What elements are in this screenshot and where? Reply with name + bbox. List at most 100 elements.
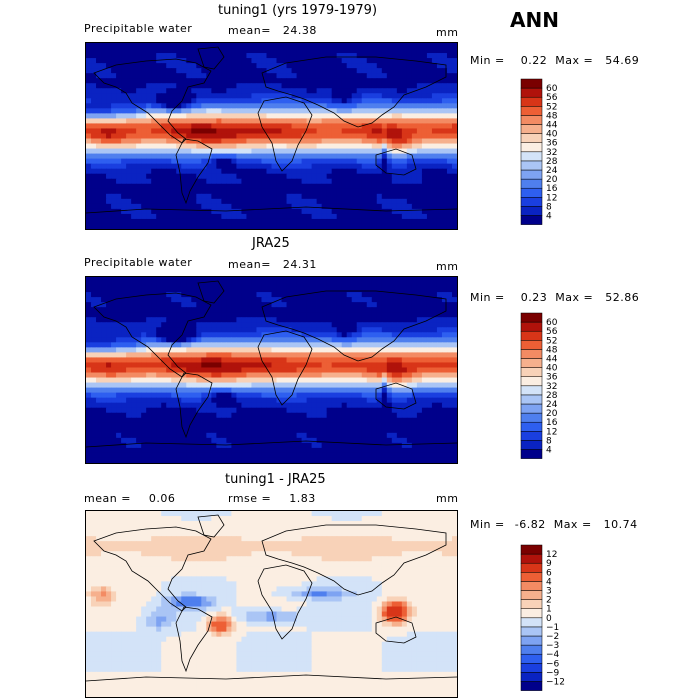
map-cell bbox=[166, 188, 172, 195]
map-cell bbox=[166, 337, 172, 343]
map-cell bbox=[141, 282, 147, 288]
map-cell bbox=[306, 188, 313, 195]
map-cell bbox=[431, 402, 438, 409]
map-cell bbox=[436, 208, 443, 215]
map-cell bbox=[136, 312, 142, 318]
colorbar-swatch bbox=[520, 87, 543, 98]
map-cell bbox=[436, 138, 443, 145]
map-cell bbox=[421, 188, 428, 195]
map-cell bbox=[396, 357, 403, 364]
map-cell bbox=[281, 382, 288, 389]
map-cell bbox=[201, 218, 207, 225]
map-cell bbox=[451, 292, 457, 298]
map-cell bbox=[426, 297, 433, 303]
map-cell bbox=[226, 297, 232, 303]
map-cell bbox=[266, 377, 273, 384]
map-cell bbox=[151, 322, 157, 328]
map-cell bbox=[211, 208, 217, 215]
map-cell bbox=[331, 93, 338, 99]
map-cell bbox=[211, 302, 217, 308]
map-cell bbox=[261, 392, 268, 399]
map-cell bbox=[176, 302, 182, 308]
map-cell bbox=[86, 297, 92, 303]
map-cell bbox=[246, 392, 253, 399]
map-cell bbox=[371, 302, 378, 308]
map-cell bbox=[401, 397, 408, 404]
map-cell bbox=[356, 188, 363, 195]
map-cell bbox=[181, 183, 187, 190]
map-cell bbox=[391, 93, 398, 99]
map-cell bbox=[261, 422, 268, 429]
map-cell bbox=[141, 173, 147, 180]
map-cell bbox=[251, 208, 258, 215]
map-cell bbox=[416, 322, 423, 328]
map-cell bbox=[136, 173, 142, 180]
map-cell bbox=[441, 382, 448, 389]
map-cell bbox=[341, 337, 348, 343]
map-cell bbox=[216, 282, 222, 288]
map-cell bbox=[106, 332, 112, 338]
map-cell bbox=[386, 103, 393, 109]
map-cell bbox=[186, 402, 192, 409]
map-cell bbox=[371, 48, 378, 54]
map-cell bbox=[251, 327, 258, 333]
map-cell bbox=[341, 282, 348, 288]
map-cell bbox=[391, 173, 398, 180]
map-cell bbox=[231, 53, 237, 59]
map-cell bbox=[241, 292, 248, 298]
map-cell bbox=[271, 118, 278, 125]
map-cell bbox=[231, 188, 237, 195]
map-cell bbox=[291, 63, 298, 69]
map-cell bbox=[351, 357, 358, 364]
map-cell bbox=[446, 407, 453, 414]
map-cell bbox=[266, 103, 273, 109]
map-cell bbox=[331, 417, 338, 424]
map-cell bbox=[216, 48, 222, 54]
map-cell bbox=[276, 193, 283, 200]
map-cell bbox=[406, 347, 413, 354]
map-cell bbox=[121, 43, 127, 49]
map-cell bbox=[446, 397, 453, 404]
map-cell bbox=[111, 198, 117, 205]
map-cell bbox=[86, 382, 92, 389]
map-cell bbox=[246, 312, 253, 318]
map-cell bbox=[291, 287, 298, 293]
map-cell bbox=[191, 193, 197, 200]
map-cell bbox=[256, 133, 263, 140]
map-cell bbox=[221, 412, 227, 419]
map-cell bbox=[386, 43, 393, 49]
map-cell bbox=[226, 123, 232, 130]
map-cell bbox=[441, 287, 448, 293]
map-cell bbox=[116, 88, 122, 94]
map-cell bbox=[436, 148, 443, 155]
map-cell bbox=[166, 153, 172, 160]
map-cell bbox=[446, 58, 453, 64]
map-cell bbox=[276, 213, 283, 220]
map-cell bbox=[376, 183, 383, 190]
map-cell bbox=[291, 317, 298, 323]
map-cell bbox=[211, 53, 217, 59]
map-cell bbox=[111, 58, 117, 64]
map-cell bbox=[136, 397, 142, 404]
map-cell bbox=[306, 407, 313, 414]
map-cell bbox=[421, 327, 428, 333]
map-cell bbox=[176, 282, 182, 288]
map-cell bbox=[176, 347, 182, 354]
map-cell bbox=[381, 43, 388, 49]
map-cell bbox=[116, 287, 122, 293]
map-cell bbox=[346, 158, 353, 165]
map-cell bbox=[431, 183, 438, 190]
map-cell bbox=[446, 302, 453, 308]
map-cell bbox=[346, 412, 353, 419]
map-cell bbox=[196, 407, 202, 414]
map-cell bbox=[121, 327, 127, 333]
map-cell bbox=[106, 113, 112, 120]
map-cell bbox=[121, 422, 127, 429]
map-cell bbox=[91, 83, 97, 89]
map-cell bbox=[151, 173, 157, 180]
map-cell bbox=[386, 367, 393, 374]
colorbar-swatch bbox=[520, 115, 543, 125]
map-cell bbox=[376, 98, 383, 104]
map-cell bbox=[146, 342, 152, 348]
map-cell bbox=[261, 133, 268, 140]
